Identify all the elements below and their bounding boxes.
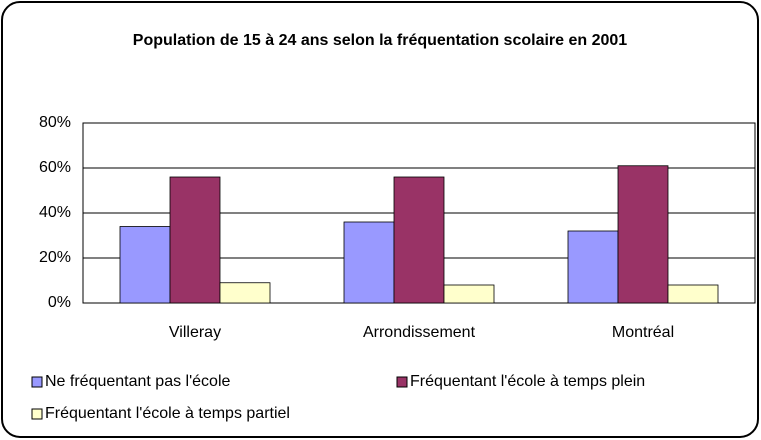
y-tick-label: 80%	[39, 114, 71, 131]
legend-swatch	[31, 376, 43, 388]
bar	[567, 230, 619, 304]
x-tick-label: Montréal	[612, 324, 674, 341]
x-tick-label: Arrondissement	[363, 324, 476, 341]
bar	[667, 284, 719, 304]
legend-swatch	[31, 408, 43, 420]
x-tick-label: Villeray	[169, 324, 221, 341]
bar	[393, 176, 445, 304]
bar	[219, 282, 271, 304]
y-tick-label: 60%	[39, 159, 71, 176]
y-tick-label: 0%	[48, 294, 71, 311]
legend-swatch	[396, 376, 408, 388]
legend-label: Ne fréquentant pas l'école	[45, 373, 231, 390]
chart-title: Population de 15 à 24 ans selon la fréqu…	[132, 32, 628, 49]
bar	[443, 284, 495, 304]
legend-label: Fréquentant l'école à temps partiel	[45, 405, 290, 422]
y-tick-label: 20%	[39, 249, 71, 266]
bar	[119, 226, 171, 304]
bar	[617, 165, 669, 304]
bar	[169, 176, 221, 304]
y-tick-label: 40%	[39, 204, 71, 221]
bar	[343, 221, 395, 304]
legend-label: Fréquentant l'école à temps plein	[410, 373, 645, 390]
